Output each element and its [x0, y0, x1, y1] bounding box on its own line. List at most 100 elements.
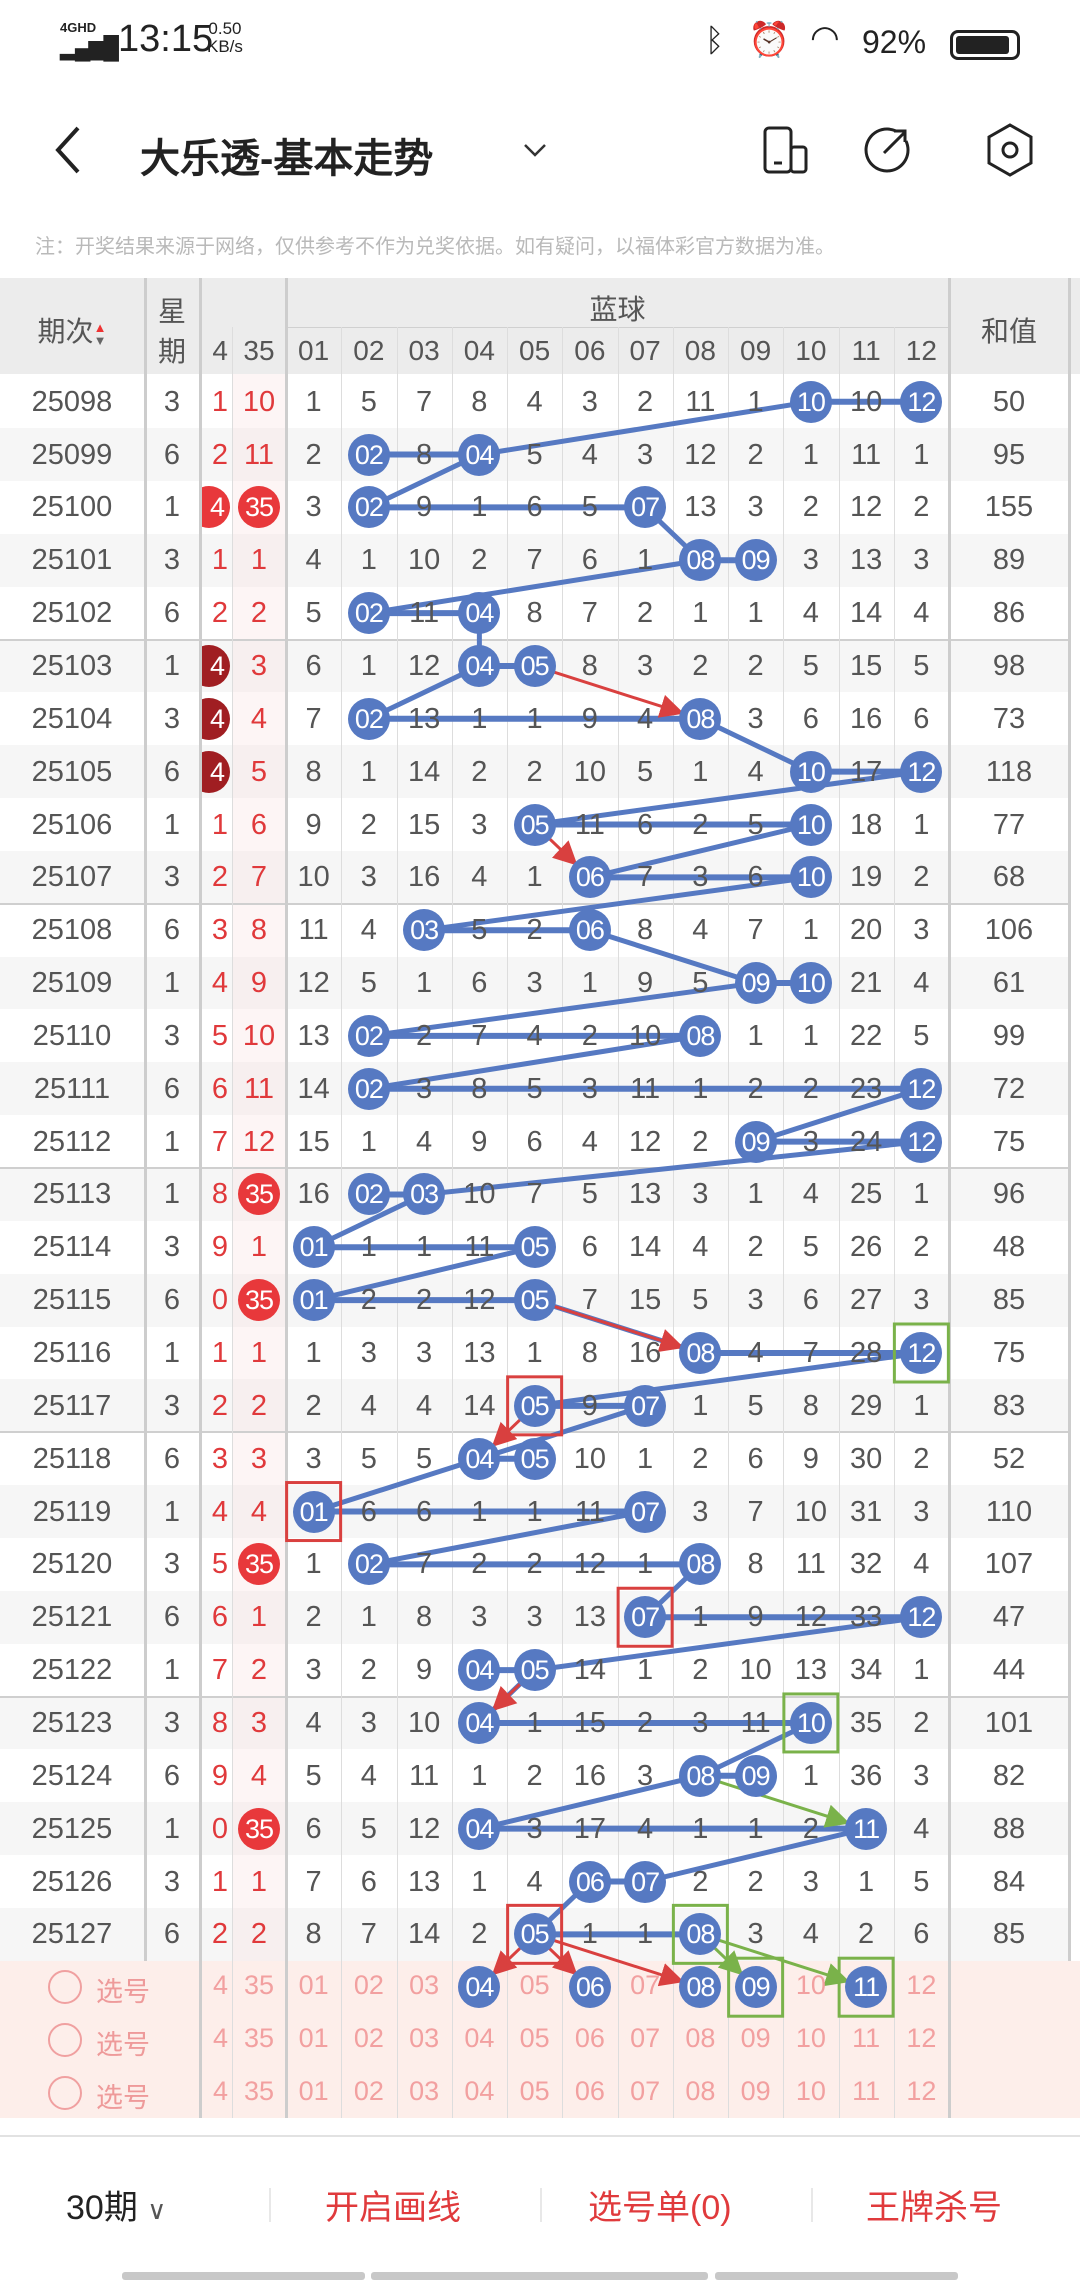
blue-ball[interactable]: 03	[403, 909, 446, 952]
selected-blue-ball[interactable]: 09	[734, 1966, 777, 2009]
select-blue-option[interactable]: 07	[630, 2075, 661, 2106]
blue-ball[interactable]: 10	[789, 962, 832, 1005]
select-blue-option[interactable]: 05	[519, 1970, 550, 2001]
select-blue-option[interactable]: 03	[409, 1970, 440, 2001]
blue-ball[interactable]: 02	[347, 1173, 390, 1216]
layout-icon[interactable]	[762, 125, 810, 175]
blue-ball[interactable]: 05	[513, 1649, 556, 1692]
select-blue-option[interactable]: 09	[740, 2023, 771, 2054]
select-blue-option[interactable]: 07	[630, 1970, 661, 2001]
draw-lines-button[interactable]: 开启画线	[325, 2189, 461, 2227]
blue-ball[interactable]: 06	[568, 1860, 611, 1903]
select-blue-option[interactable]: 06	[574, 2075, 605, 2106]
blue-ball[interactable]: 11	[845, 1807, 888, 1850]
blue-ball[interactable]: 02	[347, 697, 390, 740]
select-red-option[interactable]: 35	[243, 2023, 275, 2054]
blue-ball[interactable]: 07	[624, 1490, 667, 1533]
select-blue-option[interactable]: 01	[298, 2075, 329, 2106]
select-radio[interactable]	[48, 2075, 82, 2110]
select-blue-option[interactable]: 12	[906, 2075, 937, 2106]
select-blue-option[interactable]: 10	[795, 2075, 826, 2106]
select-red-option[interactable]: 35	[243, 2075, 275, 2106]
period-select[interactable]: 30期 ∨	[66, 2180, 166, 2229]
blue-ball[interactable]: 07	[624, 486, 667, 529]
select-blue-option[interactable]: 01	[298, 2023, 329, 2054]
blue-ball[interactable]: 10	[789, 380, 832, 423]
select-label[interactable]: 选号	[96, 2082, 150, 2113]
blue-ball[interactable]: 04	[458, 1807, 501, 1850]
select-blue-option[interactable]: 12	[906, 1970, 937, 2001]
blue-ball[interactable]: 06	[568, 909, 611, 952]
blue-ball[interactable]: 01	[292, 1279, 335, 1322]
blue-ball[interactable]: 05	[513, 803, 556, 846]
blue-ball[interactable]: 02	[347, 433, 390, 476]
select-blue-option[interactable]: 03	[409, 2075, 440, 2106]
blue-ball[interactable]: 02	[347, 592, 390, 635]
blue-ball[interactable]: 12	[900, 1596, 943, 1639]
blue-ball[interactable]: 09	[734, 539, 777, 582]
select-blue-option[interactable]: 12	[906, 2023, 937, 2054]
select-blue-option[interactable]: 04	[464, 2023, 495, 2054]
blue-ball[interactable]: 01	[292, 1490, 335, 1533]
select-blue-option[interactable]: 10	[795, 2023, 826, 2054]
blue-ball[interactable]: 05	[513, 1279, 556, 1322]
blue-ball[interactable]: 08	[679, 1332, 722, 1374]
blue-ball[interactable]: 05	[513, 1384, 556, 1427]
blue-ball[interactable]: 10	[789, 803, 832, 846]
blue-ball[interactable]: 08	[679, 539, 722, 582]
page-title[interactable]: 大乐透-基本走势	[140, 137, 434, 181]
select-red-option[interactable]: 4	[212, 1970, 228, 2001]
select-blue-option[interactable]: 11	[852, 2075, 881, 2106]
blue-ball[interactable]: 10	[789, 1701, 832, 1744]
blue-ball[interactable]: 12	[900, 750, 943, 793]
back-icon[interactable]	[52, 125, 82, 175]
select-red-option[interactable]: 35	[243, 1970, 275, 2001]
blue-ball[interactable]: 09	[734, 1120, 777, 1163]
blue-ball[interactable]: 01	[292, 1226, 335, 1269]
select-radio[interactable]	[48, 1970, 82, 2005]
blue-ball[interactable]: 12	[900, 1067, 943, 1110]
blue-ball[interactable]: 07	[624, 1384, 667, 1427]
blue-ball[interactable]: 09	[734, 962, 777, 1005]
select-red-option[interactable]: 4	[212, 2023, 228, 2054]
kill-numbers-button[interactable]: 王牌杀号	[866, 2189, 1002, 2227]
period-header[interactable]: 期次▲ ▼	[0, 310, 144, 350]
selected-blue-ball[interactable]: 06	[568, 1966, 611, 2009]
blue-ball[interactable]: 03	[403, 1173, 446, 1216]
select-blue-option[interactable]: 02	[353, 2075, 384, 2106]
select-blue-option[interactable]: 01	[298, 1970, 329, 2001]
blue-ball[interactable]: 04	[458, 1649, 501, 1692]
blue-ball[interactable]: 09	[734, 1754, 777, 1797]
blue-ball[interactable]: 04	[458, 592, 501, 635]
select-red-option[interactable]: 4	[212, 2075, 228, 2106]
selected-blue-ball[interactable]: 04	[458, 1966, 501, 2009]
blue-ball[interactable]: 08	[679, 1014, 722, 1057]
select-blue-option[interactable]: 10	[795, 1970, 826, 2001]
select-radio[interactable]	[48, 2023, 82, 2058]
share-icon[interactable]	[862, 125, 912, 175]
blue-ball[interactable]: 10	[789, 856, 832, 899]
select-blue-option[interactable]: 11	[852, 2023, 881, 2054]
blue-ball[interactable]: 12	[900, 1120, 943, 1163]
blue-ball[interactable]: 02	[347, 486, 390, 529]
select-blue-option[interactable]: 07	[630, 2023, 661, 2054]
settings-icon[interactable]	[985, 122, 1035, 178]
blue-ball[interactable]: 02	[347, 1014, 390, 1057]
blue-ball[interactable]: 10	[789, 750, 832, 793]
select-blue-option[interactable]: 05	[519, 2023, 550, 2054]
blue-ball[interactable]: 04	[458, 644, 501, 687]
selected-blue-ball[interactable]: 08	[679, 1966, 722, 2009]
select-blue-option[interactable]: 02	[353, 1970, 384, 2001]
blue-ball[interactable]: 05	[513, 1913, 556, 1956]
blue-ball[interactable]: 02	[347, 1067, 390, 1110]
blue-ball[interactable]: 05	[513, 1226, 556, 1269]
blue-ball[interactable]: 02	[347, 1543, 390, 1586]
selected-blue-ball[interactable]: 11	[845, 1966, 888, 2009]
select-blue-option[interactable]: 02	[353, 2023, 384, 2054]
blue-ball[interactable]: 05	[513, 644, 556, 687]
blue-ball[interactable]: 04	[458, 433, 501, 476]
blue-ball[interactable]: 06	[568, 856, 611, 899]
blue-ball[interactable]: 05	[513, 1437, 556, 1480]
blue-ball[interactable]: 08	[679, 1754, 722, 1797]
select-blue-option[interactable]: 08	[685, 2075, 716, 2106]
